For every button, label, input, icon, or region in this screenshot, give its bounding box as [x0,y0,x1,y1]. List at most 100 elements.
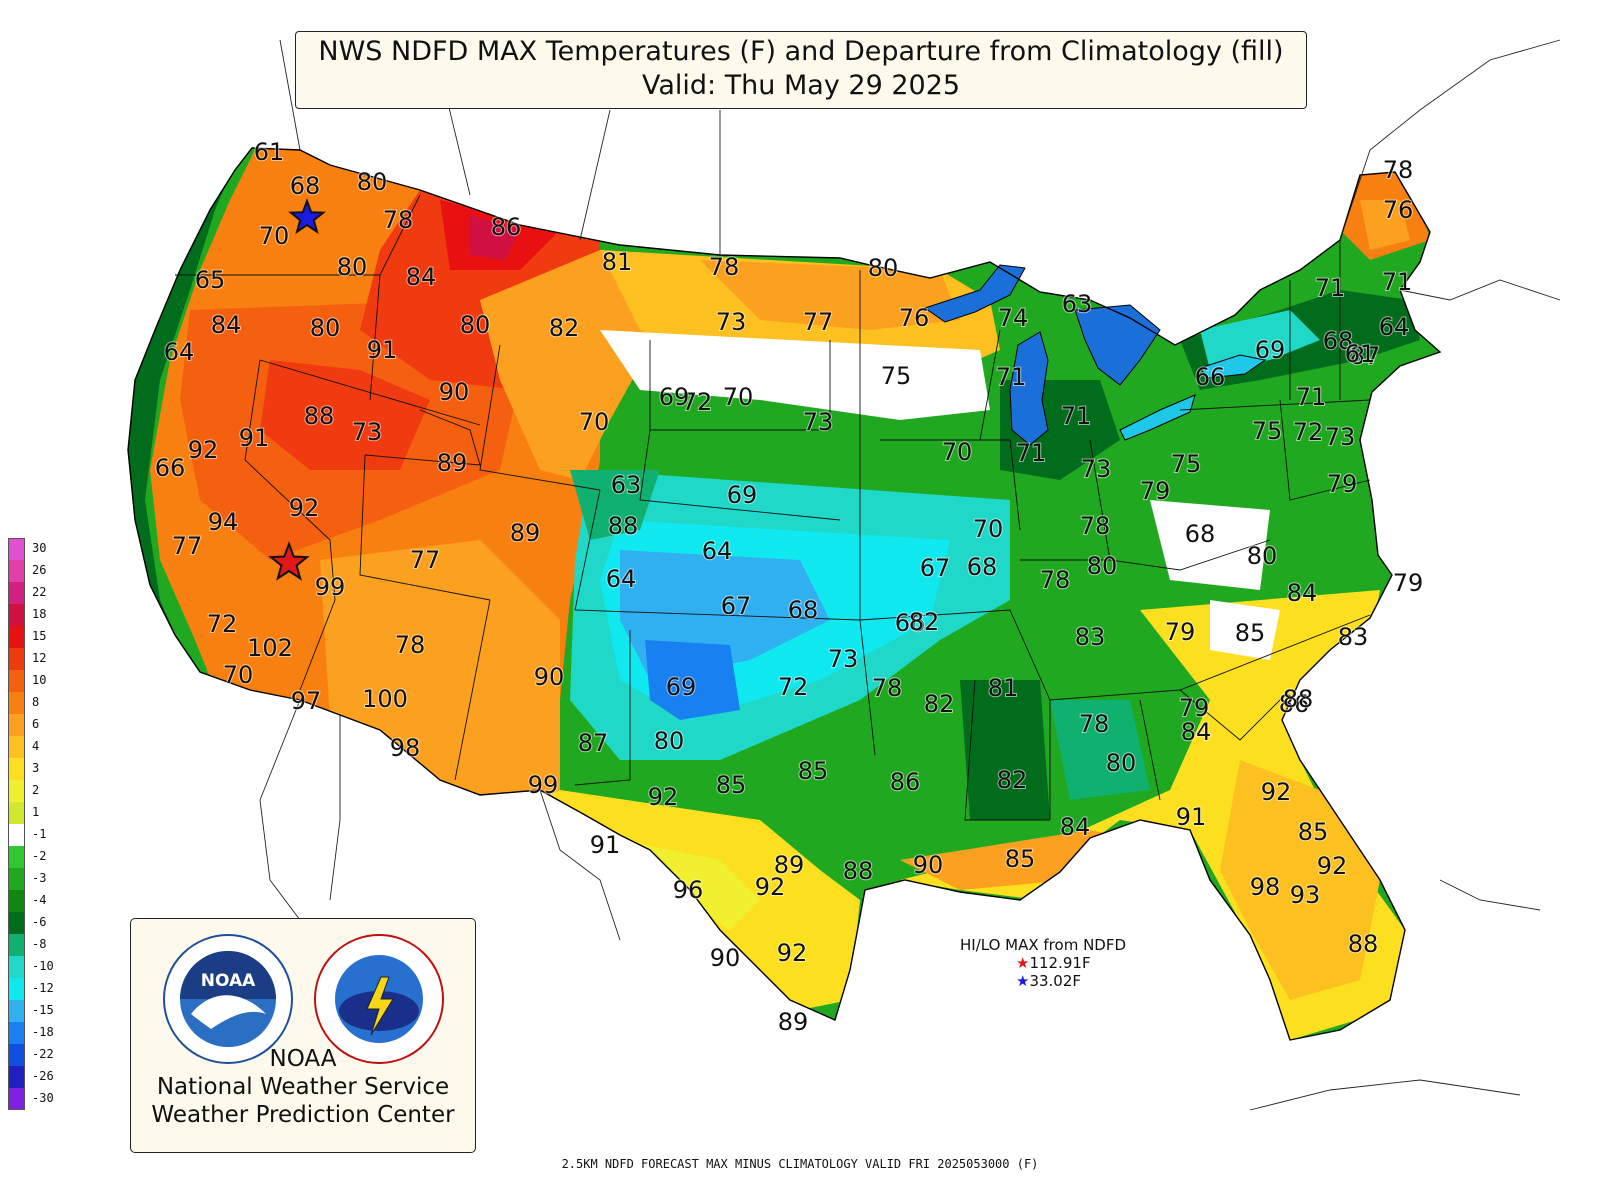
temperature-label: 66 [155,454,186,482]
legend-swatch [8,736,25,758]
temperature-label: 64 [702,537,733,565]
legend-swatch [8,1088,25,1110]
temperature-label: 71 [1315,274,1346,302]
temperature-label: 100 [362,685,408,713]
temperature-label: 98 [1250,873,1281,901]
temperature-label: 84 [1181,718,1212,746]
temperature-label: 70 [723,383,754,411]
logo-agency: National Weather Service [156,1074,450,1100]
temperature-label: 63 [1062,290,1093,318]
legend-swatch [8,758,25,780]
temperature-label: 81 [988,674,1019,702]
temperature-label: 85 [716,771,747,799]
temperature-label: 71 [1016,439,1047,467]
state-boundary [359,454,491,601]
temperature-label: 71 [996,363,1027,391]
temperature-label: 91 [239,424,270,452]
legend-swatch [8,912,25,934]
temperature-label: 72 [778,673,809,701]
temperature-label: 77 [410,546,441,574]
temperature-label: 80 [1106,749,1137,777]
legend-swatch [8,714,25,736]
state-boundary [1279,399,1371,501]
legend-label: 26 [32,563,47,577]
fill-white-band [600,330,990,420]
temperature-label: 91 [590,831,621,859]
temperature-label: 78 [709,253,740,281]
temperature-label: 83 [1338,623,1369,651]
legend-label: -8 [32,937,47,951]
fill-mississippi-cool [960,680,1050,820]
lake-huron [1074,304,1161,386]
neighbour-boundary [1439,879,1541,911]
legend-label: 12 [32,651,47,665]
temperature-label: 73 [828,645,859,673]
legend-swatch [8,538,25,560]
nws-logo-icon [314,934,444,1064]
temperature-label: 88 [1348,930,1379,958]
neighbour-boundary [1399,279,1561,301]
temperature-label: 80 [337,253,368,281]
legend-label: 4 [32,739,40,753]
legend-label: 8 [32,695,40,709]
state-boundary [574,630,631,786]
temperature-label: 80 [310,314,341,342]
temperature-label: 70 [259,222,290,250]
temperature-label: 66 [895,609,926,637]
legend-label: -18 [32,1025,54,1039]
temperature-label: 80 [357,168,388,196]
legend-swatch [8,1000,25,1022]
temperature-label: 93 [1290,881,1321,909]
state-boundary [649,340,831,431]
temperature-label: 79 [1327,470,1358,498]
temperature-label: 78 [383,206,414,234]
lo-star-icon: ★ [1016,972,1030,990]
temperature-label: 88 [843,857,874,885]
temperature-label: 89 [510,519,541,547]
fill-nevada-utah [260,360,430,470]
temperature-label: 78 [1080,512,1111,540]
state-boundary [1179,689,1291,741]
temperature-label: 90 [439,378,470,406]
svg-text:NOAA: NOAA [201,971,256,991]
temperature-label: 75 [1171,450,1202,478]
legend-swatch [8,890,25,912]
temperature-label: 85 [1235,619,1266,647]
temperature-label: 85 [798,757,829,785]
map-title-box: NWS NDFD MAX Temperatures (F) and Depart… [295,31,1307,109]
temperature-label: 82 [909,608,940,636]
temperature-label: 72 [1293,418,1324,446]
lo-max-star-icon [288,198,326,235]
map-valid-date: Valid: Thu May 29 2025 [641,70,961,101]
temperature-label: 87 [1350,342,1381,370]
temperature-label: 68 [1323,327,1354,355]
neighbour-boundary [329,715,341,901]
legend-label: 10 [32,673,47,687]
logo-org: NOAA [269,1046,337,1072]
fill-hot-spot [470,215,520,260]
legend-label: -4 [32,893,47,907]
hilo-hi-row: ★112.91F [1016,954,1091,972]
temperature-label: 65 [195,266,226,294]
fill-gulf-coast-warm [900,830,1140,890]
temperature-label: 91 [367,336,398,364]
legend-label: -1 [32,827,47,841]
temperature-label: 69 [727,481,758,509]
temperature-label: 90 [913,851,944,879]
state-boundary [880,439,1021,531]
fill-nm-cool [645,640,740,720]
temperature-label: 89 [774,851,805,879]
temperature-label: 82 [549,314,580,342]
state-boundary [244,359,336,691]
temperature-label: 61 [254,138,285,166]
temperature-label: 78 [1079,710,1110,738]
hilo-lo-value: 33.02F [1029,972,1082,990]
state-boundary [454,599,491,781]
temperature-label: 67 [920,554,951,582]
legend-label: 1 [32,805,40,819]
legend-label: 2 [32,783,40,797]
temperature-label: 92 [777,939,808,967]
temperature-label: 75 [1252,417,1283,445]
neighbour-boundary [579,109,611,241]
